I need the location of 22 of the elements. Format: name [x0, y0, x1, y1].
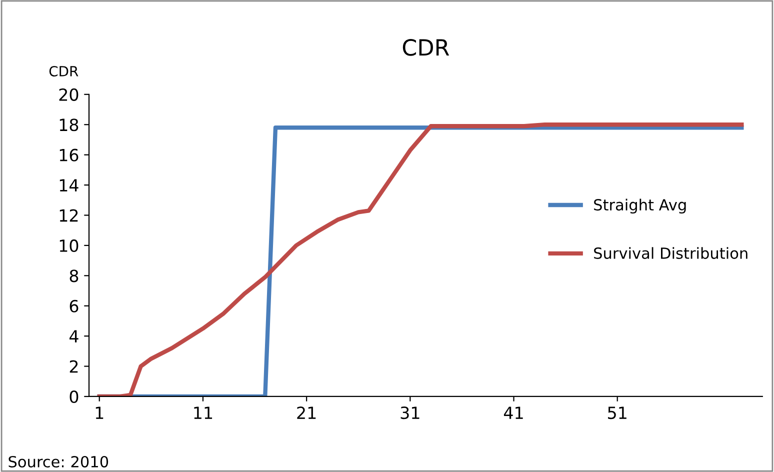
x-tick-label: 11 [194, 406, 212, 419]
source-note: Source: 2010 [8, 456, 108, 468]
y-tick-label: 0 [70, 390, 78, 404]
y-tick-label: 14 [60, 179, 78, 192]
y-tick-label: 12 [60, 209, 78, 222]
x-tick-label: 31 [400, 406, 420, 420]
y-tick-label: 4 [70, 330, 78, 342]
x-tick-label: 41 [504, 406, 523, 419]
x-tick-label: 21 [297, 406, 316, 419]
y-tick-label: 20 [59, 88, 78, 101]
x-tick-label: 1 [96, 406, 104, 419]
y-tick-label: 18 [60, 118, 78, 132]
y-tick-label: 10 [60, 239, 78, 252]
x-tick-label: 51 [608, 406, 626, 420]
y-tick-label: 6 [70, 300, 78, 312]
legend-label: Survival Distribution [594, 247, 748, 259]
y-tick-label: 8 [70, 270, 78, 282]
y-tick-label: 2 [70, 360, 78, 373]
chart-title: CDR [402, 39, 450, 56]
legend-label: Straight Avg [594, 198, 686, 214]
y-tick-label: 16 [60, 148, 78, 162]
y-axis-title: CDR [49, 66, 78, 76]
